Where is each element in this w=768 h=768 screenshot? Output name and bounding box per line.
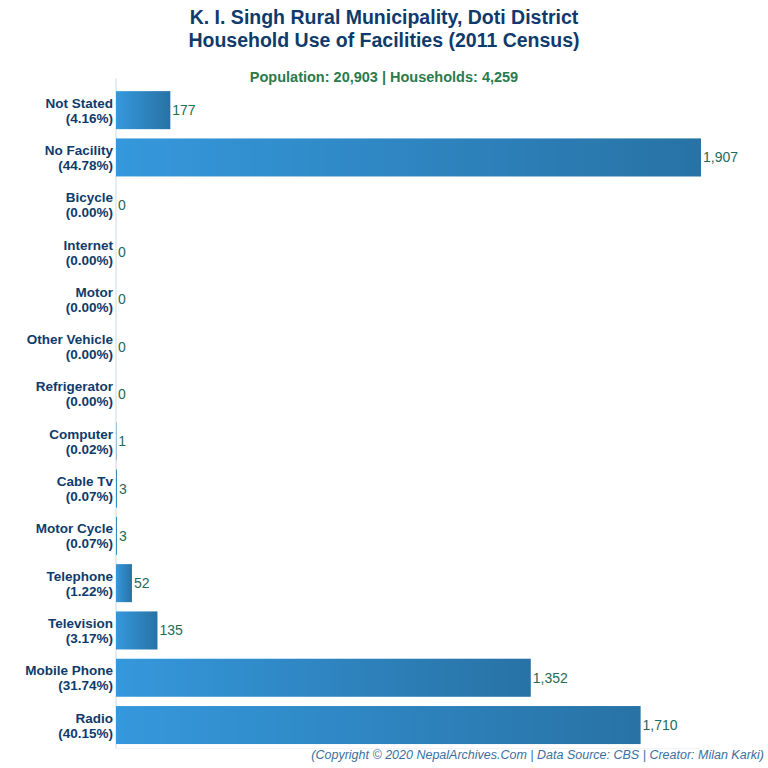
bar [116, 138, 701, 176]
category-label: Motor Cycle(0.07%) [36, 521, 114, 551]
data-label: 135 [159, 622, 183, 638]
bar-shade [116, 517, 117, 555]
bar [116, 233, 117, 271]
bar [116, 470, 117, 508]
bar [116, 422, 117, 460]
data-label: 1 [118, 433, 126, 449]
data-label: 0 [118, 197, 126, 213]
bars [116, 91, 701, 744]
category-label: Cable Tv(0.07%) [57, 474, 114, 504]
data-label: 177 [172, 102, 196, 118]
bar [116, 564, 132, 602]
data-label: 3 [119, 481, 127, 497]
category-label: Motor(0.00%) [66, 285, 114, 315]
data-label: 0 [118, 386, 126, 402]
bar-shade [116, 659, 531, 697]
bar-shade [116, 138, 701, 176]
data-label: 1,710 [643, 717, 678, 733]
chart: K. I. Singh Rural Municipality, Doti Dis… [0, 0, 768, 768]
bar-shade [116, 280, 117, 318]
bar [116, 659, 531, 697]
category-label: Not Stated(4.16%) [46, 96, 114, 126]
bar [116, 91, 170, 129]
category-label: Internet(0.00%) [63, 238, 113, 268]
category-label: Mobile Phone(31.74%) [25, 663, 113, 693]
category-label: No Facility(44.78%) [45, 143, 114, 173]
category-label: Computer(0.02%) [49, 427, 113, 457]
category-label: Other Vehicle(0.00%) [27, 332, 114, 362]
bar [116, 186, 117, 224]
subtitle: Population: 20,903 | Households: 4,259 [250, 69, 518, 85]
bar-shade [116, 422, 117, 460]
caption: (Copyright © 2020 NepalArchives.Com | Da… [311, 748, 764, 762]
title: K. I. Singh Rural Municipality, Doti Dis… [188, 6, 579, 51]
data-label: 0 [118, 291, 126, 307]
bar-shade [116, 611, 157, 649]
bar-shade [116, 91, 170, 129]
category-label: Television(3.17%) [48, 616, 113, 646]
bar-shade [116, 470, 117, 508]
bar-shade [116, 186, 117, 224]
bar [116, 706, 641, 744]
bar-shade [116, 233, 117, 271]
bar [116, 611, 157, 649]
data-label: 52 [134, 575, 150, 591]
category-label: Refrigerator(0.00%) [36, 379, 114, 409]
data-label: 1,907 [703, 149, 738, 165]
category-label: Radio(40.15%) [58, 711, 113, 741]
data-label: 0 [118, 339, 126, 355]
bar [116, 375, 117, 413]
bar-shade [116, 328, 117, 366]
bar [116, 280, 117, 318]
bar-shade [116, 706, 641, 744]
bar [116, 328, 117, 366]
bar [116, 517, 117, 555]
category-label: Telephone(1.22%) [46, 569, 113, 599]
data-label: 0 [118, 244, 126, 260]
bar-shade [116, 564, 132, 602]
data-label: 1,352 [533, 670, 568, 686]
bar-shade [116, 375, 117, 413]
category-label: Bicycle(0.00%) [66, 190, 114, 220]
data-label: 3 [119, 528, 127, 544]
